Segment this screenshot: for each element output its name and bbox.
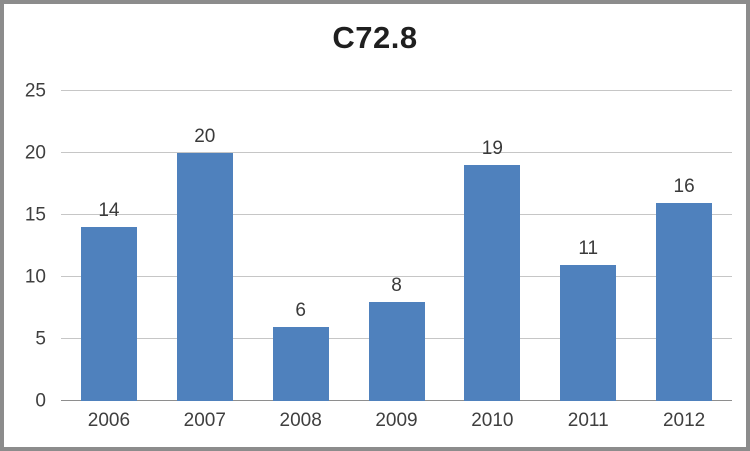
bar-2006 <box>80 227 137 401</box>
x-tick-label: 2008 <box>279 410 322 431</box>
x-tick-label: 2012 <box>662 410 706 431</box>
bar-slot: 8 <box>349 91 445 401</box>
bar-slot: 6 <box>253 91 349 401</box>
bar-2012 <box>656 202 713 401</box>
gridline <box>61 214 732 215</box>
bar-2011 <box>560 264 617 401</box>
y-tick-label: 15 <box>24 204 46 226</box>
y-tick-label: 20 <box>24 142 46 164</box>
bar-value-label: 11 <box>578 237 599 259</box>
bar-2010 <box>464 165 521 401</box>
bar-slot: 14 <box>61 91 157 401</box>
gridline <box>61 90 732 91</box>
bar-value-label: 20 <box>194 126 216 147</box>
bar-2009 <box>368 301 425 401</box>
chart-title: C72.8 <box>332 20 418 55</box>
bar-value-label: 19 <box>481 138 503 160</box>
bars-container: 14 20 6 8 19 11 16 <box>61 91 732 401</box>
x-tick-label: 2007 <box>183 410 226 431</box>
y-tick-label: 25 <box>24 80 46 102</box>
y-axis-labels: 0 5 10 15 20 25 <box>4 82 52 411</box>
bar-value-label: 14 <box>98 200 120 222</box>
x-tick-label: 2010 <box>471 410 514 431</box>
bar-slot: 11 <box>540 91 636 401</box>
gridline <box>61 276 732 277</box>
y-tick-label: 0 <box>35 390 46 412</box>
bar-value-label: 8 <box>391 274 402 296</box>
bar-2008 <box>272 326 329 401</box>
x-tick-label: 2011 <box>567 410 609 431</box>
y-tick-label: 5 <box>35 328 46 350</box>
bar-value-label: 16 <box>673 175 695 197</box>
bar-slot: 19 <box>444 91 540 401</box>
plot-area: 14 20 6 8 19 11 16 <box>61 90 732 401</box>
bar-slot: 16 <box>636 91 732 401</box>
x-tick-label: 2009 <box>375 410 418 431</box>
y-tick-label: 10 <box>24 266 46 288</box>
bar-slot: 20 <box>157 91 253 401</box>
x-axis-labels: 2006 2007 2008 2009 2010 2011 2012 <box>61 410 732 432</box>
bar-value-label: 6 <box>295 299 306 321</box>
x-tick-label: 2006 <box>87 410 131 431</box>
bar-2007 <box>176 153 233 401</box>
gridline <box>61 152 732 153</box>
